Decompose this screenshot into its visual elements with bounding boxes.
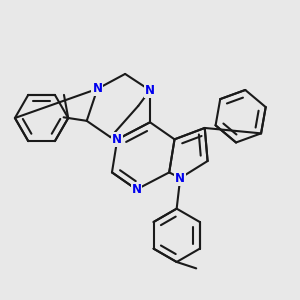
Text: N: N [92, 82, 102, 95]
Text: N: N [112, 133, 122, 146]
Text: N: N [145, 84, 155, 97]
Text: N: N [175, 172, 185, 184]
Text: N: N [131, 183, 142, 196]
